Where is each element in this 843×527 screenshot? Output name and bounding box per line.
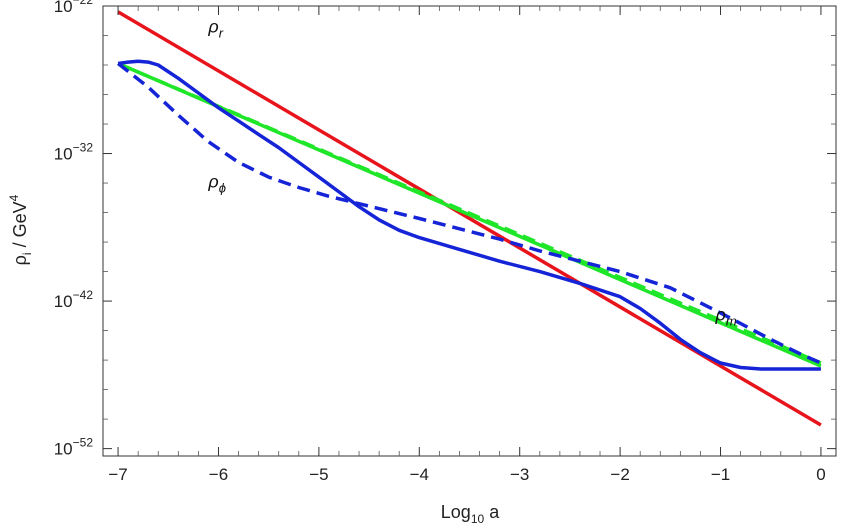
y-tick-label: 10−42 bbox=[54, 288, 94, 311]
x-tick-label: −3 bbox=[510, 465, 529, 484]
y-tick-label: 10−52 bbox=[54, 436, 94, 459]
y-axis-ticks: 10−52 10−42 10−32 10−22 bbox=[54, 0, 836, 459]
curve-label-rho-m: ρm bbox=[715, 304, 737, 328]
series-line-rho-r bbox=[117, 10, 822, 427]
x-tick-label: −1 bbox=[711, 465, 730, 484]
x-axis-ticks: −7 −6 −5 −4 −3 −2 −1 0 bbox=[108, 6, 826, 484]
series-line-rho-phi-dashed bbox=[117, 62, 822, 365]
x-tick-label: −5 bbox=[309, 465, 328, 484]
series-line-rho-m bbox=[117, 61, 822, 368]
x-tick-label: −7 bbox=[108, 465, 127, 484]
y-tick-label: 10−32 bbox=[54, 141, 94, 164]
plot-frame bbox=[102, 5, 837, 457]
y-axis-label: ρi / GeV4 bbox=[7, 194, 34, 265]
curves-layer bbox=[117, 10, 822, 427]
curve-label-rho-ϕ: ρϕ bbox=[207, 171, 226, 195]
x-tick-label: −6 bbox=[209, 465, 228, 484]
x-axis-label: Log10 a bbox=[441, 502, 500, 526]
x-tick-label: 0 bbox=[816, 465, 825, 484]
x-tick-label: −4 bbox=[410, 465, 429, 484]
series-line-rho-phi bbox=[117, 59, 821, 371]
curve-label-rho-r: ρr bbox=[207, 17, 223, 41]
x-tick-label: −2 bbox=[610, 465, 629, 484]
curve-annotations: ρr ρϕ ρm bbox=[207, 17, 736, 329]
y-tick-label: 10−22 bbox=[54, 0, 94, 16]
